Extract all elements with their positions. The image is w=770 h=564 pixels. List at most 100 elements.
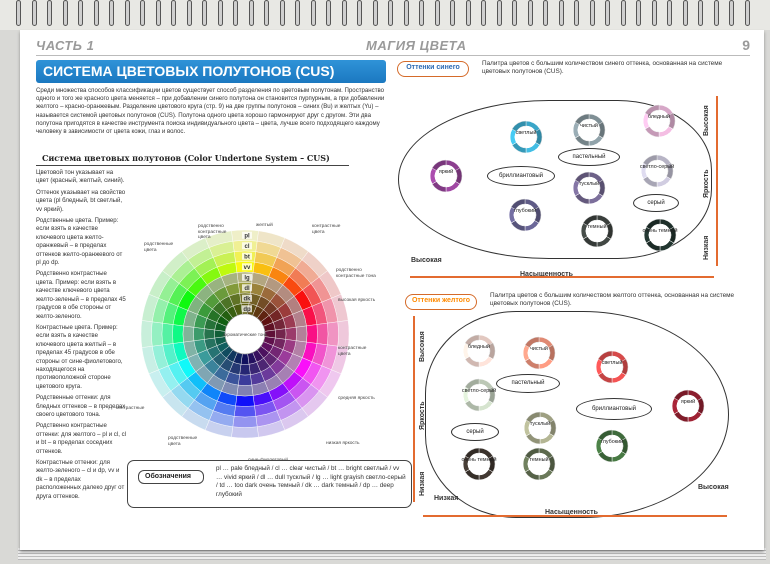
legend-box: Обозначения pl … pale бледный / cl … cle… [127,460,412,508]
blue-swatch-label: светлый [515,130,537,136]
blue-swatch: бледный [642,104,676,138]
tone-code-label: cl [244,244,249,250]
binding-ring [264,0,269,26]
wheel-segment [327,321,339,347]
left-paragraph: Родственные цвета. Пример: если взять в … [36,217,123,267]
chapter-title: МАГИЯ ЦВЕТА [366,38,467,53]
yellow-tag-gray: серый [451,423,499,441]
tone-code-bg [242,242,252,250]
swatch-segment [611,451,627,463]
left-paragraph: Оттенок указывает на свойство цвета (pl … [36,188,126,213]
binding-ring [481,0,486,26]
swatch-segment [464,334,480,346]
binding-ring [713,0,719,26]
yellow-swatch-label: светлый [601,360,623,366]
swatch-segment [588,193,604,205]
chapter-label: ЧАСТЬ 1 [36,38,95,53]
blue-swatch: чистый [572,113,606,147]
swatch-segment [538,358,554,370]
blue-swatch: глубокий [508,198,542,232]
wheel-label-related: родственные цвета [144,242,174,253]
binding-ring [62,0,68,26]
blue-panel-pill: Оттенки синего [397,61,469,77]
yellow-swatch: тусклый [523,411,557,445]
binding-ring [310,0,316,26]
tone-code-bg [242,305,252,313]
subtitle-bar: Система цветовых полутонов (Color Undert… [36,151,349,166]
swatch-segment [539,433,555,445]
swatch-segment [658,126,674,138]
wheel-segment [295,325,308,343]
swatch-segment [582,214,598,226]
blue-swatch: очень темный [643,218,677,252]
wheel-label-contrast-left: контрастные [116,406,145,411]
binding-ring [295,0,300,26]
yellow-axis-y-arrow [413,316,415,502]
binding-ring [450,0,455,26]
binding-ring [589,0,595,26]
legend-label: Обозначения [145,472,191,480]
binding-ring [326,0,331,26]
binding-ring [341,0,347,26]
wheel-segment [238,374,252,386]
tone-code-label: dp [243,307,251,313]
blue-swatch-label: глубокий [513,208,537,214]
binding-ring [93,0,99,26]
wheel-segment [316,322,329,346]
swatch-segment [611,372,627,384]
swatch-segment [588,135,604,147]
left-paragraph: Цветовой тон указывает на цвет (красный,… [36,169,125,185]
left-paragraph: Контрастные цвета. Пример: если взять в … [36,323,123,390]
wheel-label-related-contrast: родственно контрастные цвета [198,224,227,240]
blue-axis-x-arrow [410,276,714,278]
swatch-segment [596,236,612,248]
wheel-segment [193,327,205,341]
swatch-segment [524,336,540,348]
tone-code-label: vv [244,265,251,271]
wheel-label-related-bottom: родственные цвета [168,436,198,447]
yellow-tag-brilliant: бриллиантовый [576,398,652,420]
swatch-segment [644,104,660,116]
blue-axis-x-label: Насыщенность [520,271,573,278]
blue-swatch: тусклый [572,171,606,205]
swatch-segment [478,469,494,481]
yellow-swatch: яркий [671,389,705,423]
yellow-swatch-label: темный [529,457,549,463]
binding-ring [47,0,52,26]
binding-ring [605,0,610,26]
binding-ring [744,0,750,26]
subtitle: Система цветовых полутонов (Color Undert… [42,153,330,163]
page-stack-edge [18,548,766,560]
yellow-swatch-label: яркий [680,399,696,405]
yellow-swatch: очень темный [462,447,496,481]
wheel-segment [231,426,259,439]
binding-ring [202,0,207,26]
wheel-segment [140,320,153,348]
binding-ring [217,0,223,26]
tone-code-bg [242,284,252,292]
blue-panel-title: Оттенки синего [406,64,460,71]
swatch-segment [597,429,613,441]
tone-code-bg [242,294,252,302]
swatch-segment [525,142,541,154]
swatch-segment [431,159,447,171]
left-paragraph: Родственно контрастные оттенки: для желт… [36,422,126,455]
page-number: 9 [742,37,750,53]
wheel-segment [275,328,287,340]
swatch-segment [656,176,672,188]
tone-code-label: dl [244,286,250,292]
binding-ring [543,0,548,26]
binding-ring [574,0,579,26]
yellow-axis-y-label: Яркость [419,401,426,430]
swatch-segment [673,389,689,401]
blue-swatch: яркий [429,159,463,193]
binding-ring [636,0,641,26]
binding-ring [698,0,703,26]
yellow-swatch-label: бледный [468,344,490,350]
blue-tag-pastel: пастельный [558,148,620,166]
yellow-axis-x-low: Низкая [434,495,459,502]
section-title: СИСТЕМА ЦВЕТОВЫХ ПОЛУТОНОВ (CUS) [43,63,335,79]
binding-ring [558,0,564,26]
yellow-axis-x-label: Насыщенность [545,509,598,516]
binding-ring [248,0,254,26]
